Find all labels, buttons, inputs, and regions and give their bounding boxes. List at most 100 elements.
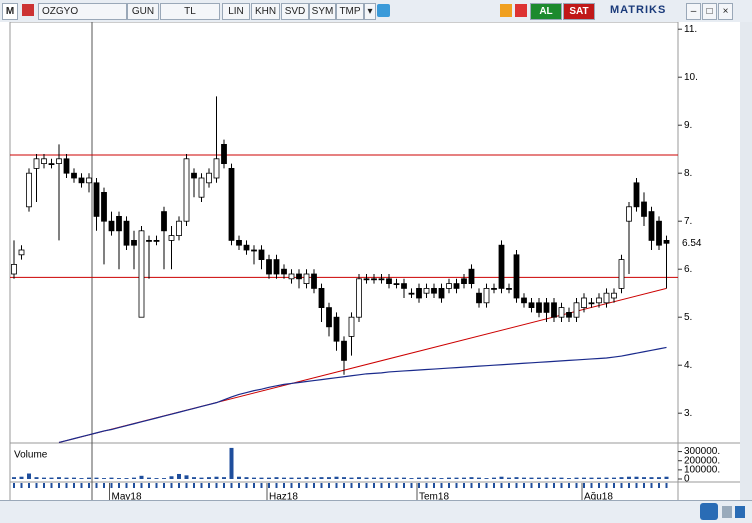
toolbar: M OZGYO GUN TL LIN KHN SVD SYM TMP ▾ AL …: [0, 0, 752, 23]
candle-body: [318, 287, 325, 308]
candle-body: [611, 292, 617, 299]
scroll-left[interactable]: [722, 506, 732, 518]
symbol[interactable]: OZGYO: [38, 3, 127, 20]
candle-body: [281, 268, 287, 275]
candle-body: [581, 297, 587, 309]
sync-button[interactable]: [700, 503, 718, 520]
button[interactable]: GUN: [127, 3, 159, 20]
volume-bar: [34, 477, 39, 479]
candle-body: [56, 158, 62, 165]
volume-bar: [244, 477, 249, 479]
candle-body: [468, 268, 475, 284]
volume-bar: [342, 477, 346, 479]
candle-body: [378, 278, 385, 281]
volume-bar: [469, 477, 474, 479]
button[interactable]: LIN: [222, 3, 250, 20]
candle-body: [356, 278, 362, 318]
logo[interactable]: M: [2, 3, 18, 20]
volume-bar: [529, 477, 534, 479]
close-icon[interactable]: [22, 4, 34, 16]
candle-body: [86, 177, 92, 184]
flash-icon[interactable]: [500, 4, 512, 17]
volume-bar: [207, 477, 211, 479]
volume-bar: [409, 478, 414, 479]
candle-body: [71, 172, 77, 179]
candle-body: [41, 158, 47, 165]
volume-bar: [252, 477, 256, 479]
button[interactable]: KHN: [251, 3, 280, 20]
volume-bar: [657, 477, 661, 479]
sell-button[interactable]: SAT: [563, 3, 595, 20]
candle-body: [431, 287, 437, 294]
candle-body: [213, 158, 220, 179]
candle-body: [198, 177, 205, 198]
refresh-icon[interactable]: [515, 4, 527, 17]
candle-body: [341, 340, 347, 361]
volume-bar: [664, 476, 669, 479]
candle-body: [101, 191, 107, 222]
candle-body: [506, 287, 512, 290]
volume-bar: [574, 477, 579, 479]
brand: MATRIKS: [610, 4, 667, 16]
candle-body: [326, 307, 332, 328]
y-tick-label: 7.: [684, 216, 692, 227]
volume-bar: [64, 477, 69, 479]
button[interactable]: SYM: [309, 3, 336, 20]
volume-bar: [619, 477, 624, 479]
buy-button[interactable]: AL: [530, 3, 562, 20]
volume-bar: [117, 478, 121, 479]
candle-body: [236, 239, 242, 246]
button[interactable]: TMP: [336, 3, 364, 20]
twitter-icon[interactable]: [377, 4, 390, 17]
y-tick-label: 6.: [684, 264, 692, 275]
volume-bar: [649, 477, 654, 479]
dropdown[interactable]: ▾: [364, 3, 376, 20]
volume-bar: [124, 478, 129, 479]
volume-bar: [319, 477, 324, 479]
volume-bar: [582, 477, 586, 479]
candle-body: [26, 172, 32, 208]
volume-bar: [552, 477, 556, 479]
volume-bar: [612, 477, 616, 479]
volume-bar: [162, 478, 166, 479]
volume-bar: [567, 478, 571, 479]
candle-body: [266, 259, 272, 275]
candle-body: [93, 182, 100, 217]
x-tick-label: Haz18: [269, 492, 298, 500]
volume-bar: [102, 478, 106, 479]
volume-bar: [214, 476, 219, 479]
candle-body: [116, 215, 122, 232]
button[interactable]: SVD: [281, 3, 309, 20]
candle-body: [408, 292, 415, 295]
volume-bar: [312, 477, 316, 479]
status-bar: [0, 500, 752, 523]
candle-body: [176, 220, 182, 236]
candle-body: [446, 283, 452, 289]
volume-bar: [447, 477, 451, 479]
scroll-right[interactable]: [735, 506, 745, 518]
y-tick-label: 3.: [684, 408, 692, 419]
volume-bar: [514, 477, 519, 479]
maximize[interactable]: □: [702, 3, 717, 20]
scrollbar[interactable]: [740, 22, 752, 500]
volume-bar: [274, 477, 279, 479]
volume-bar: [72, 477, 76, 479]
volume-bar: [432, 477, 436, 479]
candle-body: [251, 249, 257, 252]
candle-body: [161, 211, 167, 232]
candle-body: [258, 249, 265, 260]
close[interactable]: ×: [718, 3, 733, 20]
button[interactable]: TL: [160, 3, 220, 20]
candle-body: [543, 302, 550, 313]
volume-tick-label: 0: [684, 474, 690, 485]
minimize[interactable]: –: [686, 3, 701, 20]
candle-body: [11, 263, 17, 275]
volume-bar: [297, 477, 301, 479]
volume-bar: [364, 477, 369, 479]
candle-body: [513, 254, 520, 299]
candle-body: [596, 297, 602, 304]
volume-bar: [424, 477, 429, 479]
candle-body: [536, 302, 542, 313]
candle-body: [483, 287, 490, 304]
